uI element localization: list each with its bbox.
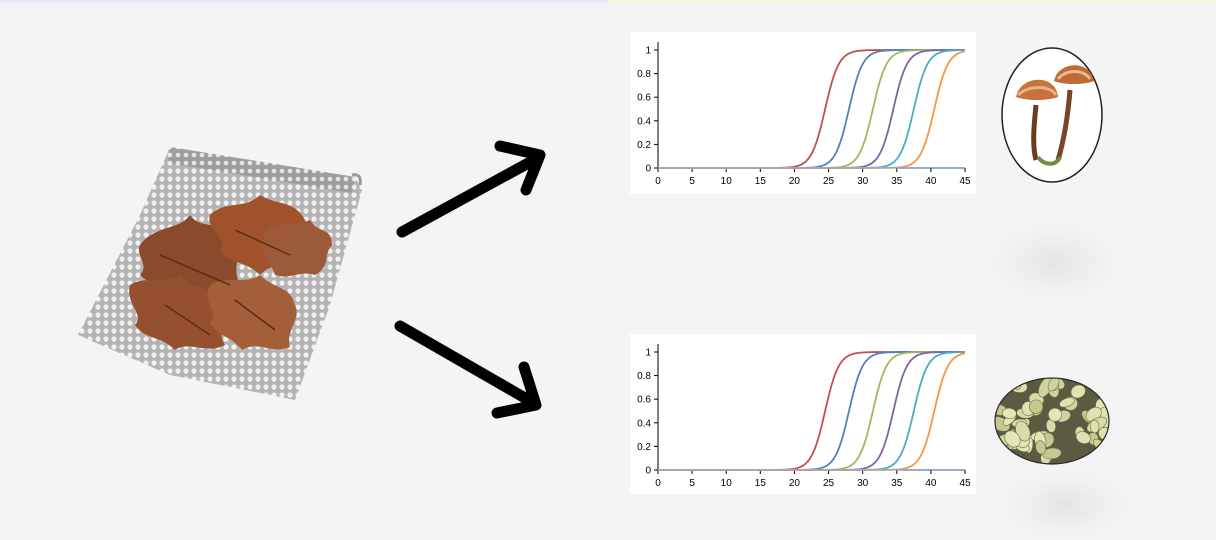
x-tick-label: 15 [755, 478, 767, 489]
soft-shadow-blob-bottom [1000, 470, 1130, 540]
y-tick-label: 0.8 [637, 371, 651, 382]
x-tick-label: 45 [959, 176, 971, 187]
oak-leaves [129, 195, 332, 350]
x-tick-label: 15 [755, 176, 767, 187]
spore [1045, 419, 1057, 433]
y-tick-label: 1 [645, 46, 651, 57]
x-tick-label: 35 [891, 176, 903, 187]
x-tick-label: 20 [789, 176, 801, 187]
series-line-6 [658, 352, 966, 471]
spore [1048, 407, 1062, 422]
spore [1089, 419, 1100, 434]
spore [1001, 407, 1017, 419]
mushroom-illustration [1001, 47, 1103, 183]
top-accent-bar-right [608, 0, 1216, 3]
x-tick-label: 20 [789, 478, 801, 489]
x-tick-label: 0 [655, 478, 661, 489]
spore [1075, 431, 1091, 444]
y-tick-label: 1 [645, 348, 651, 359]
top-accent-bar-left [0, 0, 608, 3]
x-tick-label: 0 [655, 176, 661, 187]
x-tick-label: 35 [891, 478, 903, 489]
spore-cluster [995, 378, 1109, 464]
x-tick-label: 25 [823, 478, 835, 489]
x-tick-label: 30 [857, 478, 869, 489]
spore [1070, 384, 1086, 399]
spore [1028, 399, 1044, 414]
series-line-2 [658, 49, 965, 169]
soft-shadow-blob-middle [990, 222, 1120, 302]
y-tick-label: 0 [645, 466, 651, 477]
x-tick-label: 10 [721, 176, 733, 187]
y-tick-label: 0 [645, 164, 651, 175]
x-tick-label: 5 [689, 176, 695, 187]
spores-illustration [994, 377, 1110, 465]
spore [1004, 430, 1021, 448]
x-tick-label: 25 [823, 176, 835, 187]
series-line-5 [658, 351, 966, 471]
chart-top: 0 0.2 0.4 0.6 0.8 1 0 5 10 15 20 25 30 35 40 45 [630, 32, 976, 194]
x-tick-label: 40 [925, 478, 937, 489]
y-tick-label: 0.6 [637, 93, 651, 104]
spore [1059, 397, 1075, 408]
x-tick-label: 10 [721, 478, 733, 489]
spore [1047, 378, 1060, 392]
x-tick-label: 45 [959, 478, 971, 489]
y-tick-label: 0.8 [637, 69, 651, 80]
series-line-5 [658, 49, 966, 169]
y-tick-label: 0.2 [637, 442, 651, 453]
x-tick-label: 5 [689, 478, 695, 489]
series-line-1 [658, 351, 965, 471]
series-line-2 [658, 351, 965, 471]
x-tick-label: 30 [857, 176, 869, 187]
series-line-4 [658, 351, 965, 471]
series-line-3 [658, 49, 965, 169]
chart-bottom: 0 0.2 0.4 0.6 0.8 1 0 5 10 15 20 25 30 35 40 45 [630, 334, 976, 494]
series-line-1 [658, 49, 965, 169]
chart-top-svg: 00.20.40.60.810 5 10 15 20 25 30 35 40 45 [637, 42, 971, 187]
chart-bottom-svg: 00.20.40.60.810 5 10 15 20 25 30 35 40 45 [637, 344, 971, 489]
y-tick-label: 0.2 [637, 140, 651, 151]
series-line-4 [658, 49, 965, 169]
series-line-6 [658, 50, 966, 169]
y-tick-label: 0.6 [637, 395, 651, 406]
mesh-bag-with-oak-leaves-illustration [78, 147, 362, 400]
spore [1035, 440, 1047, 455]
x-tick-label: 40 [925, 176, 937, 187]
y-tick-label: 0.4 [637, 418, 651, 429]
y-tick-label: 0.4 [637, 116, 651, 127]
spore [1042, 447, 1062, 460]
series-line-3 [658, 351, 965, 471]
